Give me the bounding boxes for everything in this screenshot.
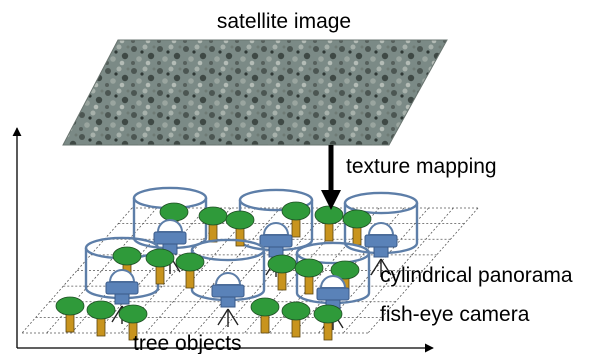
tree-object xyxy=(250,297,280,334)
tree-canopy xyxy=(159,202,189,222)
tree-canopy xyxy=(281,301,311,321)
fish-eye-lens xyxy=(156,219,184,233)
tree-canopy xyxy=(314,205,344,225)
tree-object xyxy=(55,296,85,333)
scene-objects xyxy=(55,186,419,341)
fish-eye-camera xyxy=(259,222,293,277)
fish-eye-lens xyxy=(214,272,242,286)
camera-body xyxy=(105,281,139,295)
cylindrical-panorama-label: cylindrical panorama xyxy=(380,264,573,287)
camera-mount xyxy=(220,296,236,308)
fish-eye-camera xyxy=(105,269,139,324)
tree-canopy xyxy=(267,254,297,274)
fish-eye-lens xyxy=(262,222,290,236)
camera-body xyxy=(316,287,350,301)
camera-mount xyxy=(373,246,389,258)
tree-canopy xyxy=(198,206,228,226)
fish-eye-camera xyxy=(364,222,398,277)
tree-canopy xyxy=(145,248,175,268)
tree-canopy xyxy=(294,258,324,278)
tree-object xyxy=(281,301,311,338)
camera-body xyxy=(211,284,245,298)
tree-canopy xyxy=(313,304,343,324)
fish-eye-lens xyxy=(367,222,395,236)
cylinder-top xyxy=(190,238,266,262)
tree-object xyxy=(313,304,343,341)
tree-object xyxy=(175,252,205,289)
tree-object xyxy=(314,205,344,242)
tree-canopy xyxy=(55,296,85,316)
fish-eye-camera-label: fish-eye camera xyxy=(380,303,530,326)
fish-eye-camera xyxy=(211,272,245,327)
camera-mount xyxy=(114,293,130,305)
texture-mapping-label: texture mapping xyxy=(346,155,497,178)
tree-canopy xyxy=(118,304,148,324)
satellite-image-label: satellite image xyxy=(217,10,351,33)
tree-object xyxy=(225,210,255,247)
tree-canopy xyxy=(330,260,360,280)
satellite-image xyxy=(62,39,448,146)
camera-body xyxy=(364,234,398,248)
tree-canopy xyxy=(112,246,142,266)
fish-eye-lens xyxy=(319,275,347,289)
tree-object xyxy=(86,300,116,337)
tree-object xyxy=(281,201,311,238)
fish-eye-lens xyxy=(108,269,136,283)
tree-object xyxy=(145,248,175,285)
tree-canopy xyxy=(86,300,116,320)
tree-canopy xyxy=(281,201,311,221)
tree-canopy xyxy=(225,210,255,230)
tree-object xyxy=(118,304,148,341)
tree-object xyxy=(198,206,228,243)
camera-body xyxy=(153,231,187,245)
camera-body xyxy=(259,234,293,248)
axes xyxy=(12,127,434,353)
tree-canopy xyxy=(250,297,280,317)
tree-object xyxy=(342,209,372,246)
tree-object xyxy=(294,258,324,295)
tree-canopy xyxy=(175,252,205,272)
tree-canopy xyxy=(342,209,372,229)
tree-objects-label: tree objects xyxy=(133,332,242,354)
tree-object xyxy=(267,254,297,291)
